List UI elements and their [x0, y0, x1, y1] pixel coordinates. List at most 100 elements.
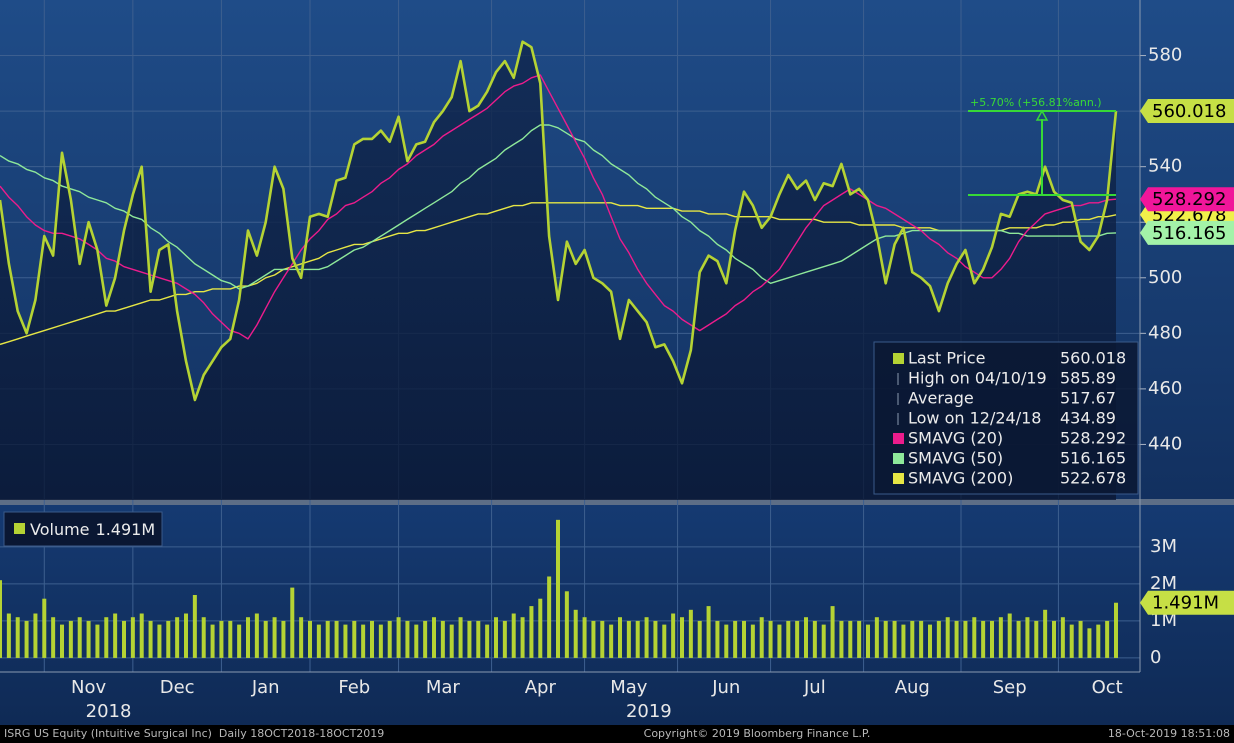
sma-line: [0, 124, 1117, 290]
volume-bar: [1025, 617, 1030, 658]
legend-value: 560.018: [1060, 349, 1126, 368]
volume-bar: [476, 620, 481, 658]
volume-bar: [759, 617, 764, 658]
volume-bar: [511, 613, 516, 658]
volume-bar: [405, 620, 410, 658]
legend-box: [873, 341, 1139, 495]
volume-bar: [352, 620, 357, 658]
volume-bar: [635, 620, 640, 658]
volume-bar: [42, 598, 47, 658]
x-tick-label: Mar: [426, 677, 461, 698]
volume-bar: [1096, 624, 1101, 658]
x-tick-label: Feb: [338, 677, 370, 698]
volume-bar: [210, 624, 215, 658]
value-tag-label: 1.491M: [1152, 593, 1219, 614]
volume-bar: [857, 620, 862, 658]
volume-bar: [564, 591, 569, 658]
volume-bar: [804, 617, 808, 658]
volume-bar: [458, 617, 463, 658]
annotation-text: +5.70% (+56.81%ann.): [970, 96, 1102, 109]
volume-bar: [148, 620, 153, 658]
legend-swatch: [893, 473, 904, 484]
volume-bar: [1060, 617, 1065, 658]
y-tick-label: 480: [1148, 322, 1182, 343]
volume-bar: [370, 620, 374, 658]
volume-bar: [609, 624, 614, 658]
volume-bar: [972, 617, 977, 658]
volume-bar: [1087, 628, 1092, 658]
volume-bar: [1016, 620, 1021, 658]
volume-bar: [494, 617, 498, 658]
volume-bar: [990, 620, 994, 658]
volume-bar: [945, 617, 950, 658]
volume-bar: [573, 609, 578, 658]
x-tick-label: Jul: [803, 677, 826, 698]
volume-bar: [485, 624, 490, 658]
volume-bar: [750, 624, 755, 658]
x-tick-label: May: [610, 677, 648, 698]
volume-bar: [671, 613, 676, 658]
volume-bar: [113, 613, 118, 658]
volume-bar: [742, 620, 746, 658]
volume-bar: [6, 613, 11, 658]
x-tick-label: Apr: [525, 677, 557, 698]
volume-bar: [166, 620, 171, 658]
y-tick-label: 2M: [1150, 573, 1177, 594]
volume-bar: [467, 620, 472, 658]
volume-panel: [0, 502, 1234, 725]
y-tick-label: 500: [1148, 267, 1182, 288]
volume-bar: [618, 617, 622, 658]
x-tick-label: Sep: [993, 677, 1027, 698]
volume-bar: [1069, 624, 1074, 658]
y-tick-label: 540: [1148, 156, 1182, 177]
legend-label: High on 04/10/19: [908, 369, 1047, 388]
volume-bar: [1034, 620, 1039, 658]
volume-legend-value: 1.491M: [96, 520, 156, 539]
volume-bar: [821, 624, 826, 658]
volume-bar: [901, 624, 906, 658]
volume-bar: [378, 624, 383, 658]
value-tag: [1140, 99, 1234, 124]
volume-bar: [768, 620, 773, 658]
plot-layer: Nov Dec Jan Feb Mar Apr May Jun Jul Aug Sep Oct 2018…: [0, 0, 1234, 722]
volume-bar: [954, 620, 959, 658]
legend-swatch: [893, 353, 904, 364]
volume-bar: [122, 620, 126, 658]
volume-bar: [157, 624, 162, 658]
volume-bar: [697, 620, 702, 658]
volume-bar: [0, 580, 2, 658]
legend-value: 528.292: [1060, 429, 1126, 448]
volume-bar: [830, 606, 835, 658]
volume-bar: [936, 620, 941, 658]
volume-bar: [175, 617, 180, 658]
volume-bar: [1105, 620, 1110, 658]
y-tick-label: 580: [1148, 45, 1182, 66]
volume-bar: [795, 620, 800, 658]
volume-bar: [201, 617, 206, 658]
footer-right: 18-Oct-2019 18:51:08: [1108, 727, 1230, 740]
volume-bar: [15, 617, 20, 658]
legend-value: 434.89: [1060, 409, 1116, 428]
volume-bar: [86, 620, 91, 658]
volume-bar: [246, 617, 250, 658]
volume-bar: [582, 617, 587, 658]
legend-label: Last Price: [908, 349, 985, 368]
x-tick-label: Dec: [160, 677, 195, 698]
volume-bar: [892, 620, 897, 658]
volume-bar: [866, 624, 870, 658]
volume-legend-name: Volume: [30, 520, 90, 539]
volume-bar: [680, 617, 684, 658]
volume-bar: [928, 624, 932, 658]
volume-bar: [626, 620, 631, 658]
legend-label: SMAVG (50): [908, 449, 1003, 468]
footer-center: Copyright© 2019 Bloomberg Finance L.P.: [644, 727, 871, 740]
legend-label: SMAVG (200): [908, 469, 1013, 488]
volume-bar: [919, 620, 924, 658]
price-line: [0, 40, 1118, 402]
volume-bar: [219, 620, 224, 658]
volume-bar: [706, 606, 711, 658]
volume-bar: [51, 617, 56, 658]
volume-bar: [848, 620, 853, 658]
volume-bar: [963, 620, 968, 658]
